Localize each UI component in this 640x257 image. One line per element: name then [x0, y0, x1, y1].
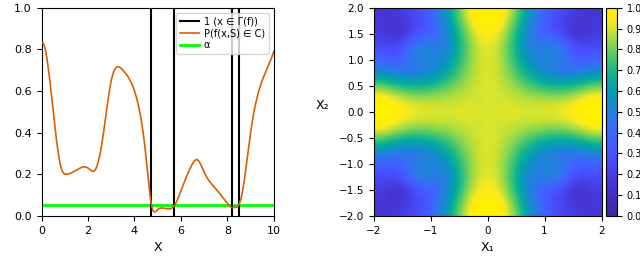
P(f(x,S) ∈ C) [270, 50, 278, 53]
P(f(x,S) ∈ C) [38, 42, 45, 45]
P(f(x,S) ∈ C) [151, 210, 159, 214]
Y-axis label: X₂: X₂ [316, 99, 329, 112]
P(f(x,S) ∈ C) [221, 198, 228, 201]
P(f(x,S) ∈ C) [151, 210, 159, 214]
X-axis label: X: X [154, 241, 162, 254]
α [61, 204, 68, 207]
Legend: 1 (x ∈ Γ(f)), P(f(x,S) ∈ C), α: 1 (x ∈ Γ(f)), P(f(x,S) ∈ C), α [176, 13, 269, 54]
P(f(x,S) ∈ C) [145, 180, 152, 183]
P(f(x,S) ∈ C) [264, 67, 271, 70]
α [38, 204, 45, 207]
Line: P(f(x,S) ∈ C): P(f(x,S) ∈ C) [42, 43, 274, 212]
P(f(x,S) ∈ C) [38, 41, 46, 44]
P(f(x,S) ∈ C) [263, 67, 271, 70]
P(f(x,S) ∈ C) [50, 113, 58, 116]
X-axis label: X₁: X₁ [481, 241, 495, 254]
